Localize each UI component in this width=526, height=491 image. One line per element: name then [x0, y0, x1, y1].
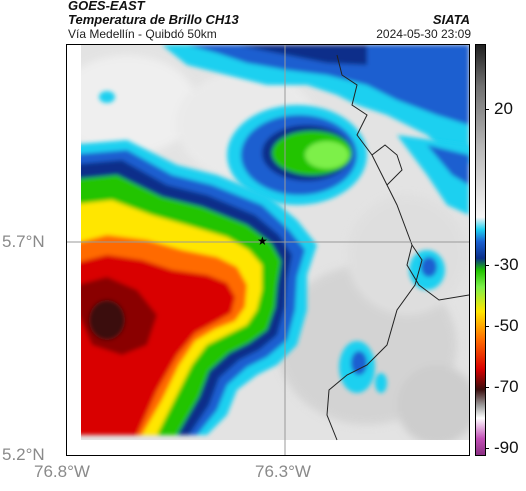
colorbar-tick — [485, 265, 489, 266]
colorbar-tick — [485, 448, 489, 449]
map-title: GOES-EAST — [68, 0, 145, 13]
lat-label-5.7: 5.7°N — [2, 232, 45, 251]
map-subtitle: Temperatura de Brillo CH13 — [68, 12, 239, 27]
organization-label: SIATA — [432, 12, 470, 27]
satellite-map[interactable]: ★ — [66, 44, 470, 456]
colorbar-label-minus30: -30 — [494, 255, 519, 274]
colorbar-tick — [485, 387, 489, 388]
colorbar-tick — [485, 109, 489, 110]
star-marker-icon: ★ — [257, 234, 268, 248]
colorbar — [475, 44, 486, 456]
brightness-temperature-map: ★ — [67, 45, 469, 455]
lon-label-76.3: 76.3°W — [255, 462, 311, 481]
location-label: Vía Medellín - Quibdó 50km — [68, 27, 217, 41]
colorbar-tick — [485, 326, 489, 327]
colorbar-label-20: 20 — [494, 99, 513, 118]
colorbar-label-minus70: -70 — [494, 377, 519, 396]
colorbar-label-minus90: -90 — [494, 438, 519, 457]
cloud-system-west — [67, 140, 317, 435]
colorbar-label-minus50: -50 — [494, 316, 519, 335]
cloud-system-northeast — [162, 45, 469, 165]
datetime-label: 2024-05-30 23:09 — [376, 27, 471, 41]
lon-label-76.8: 76.8°W — [34, 462, 90, 481]
lat-label-5.2: 5.2°N — [2, 445, 45, 464]
